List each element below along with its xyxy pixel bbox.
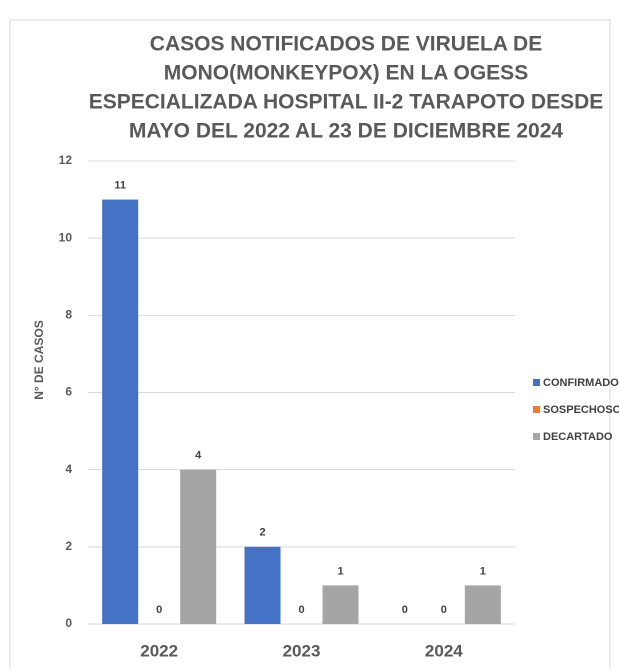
- chart-title: MONO(MONKEYPOX) EN LA OGESS: [164, 62, 528, 85]
- x-tick-label: 2022: [140, 641, 178, 660]
- y-tick-label: 4: [65, 462, 72, 476]
- chart-title: MAYO DEL 2022 AL 23 DE DICIEMBRE 2024: [129, 120, 563, 143]
- legend-swatch: [533, 379, 540, 386]
- y-tick-label: 0: [65, 616, 72, 630]
- y-axis-label: N° DE CASOS: [32, 320, 46, 399]
- x-tick-label: 2023: [283, 641, 321, 660]
- data-label: 1: [480, 565, 486, 577]
- data-label: 0: [402, 604, 408, 616]
- x-tick-label: 2024: [425, 641, 463, 660]
- chart-frame: [9, 19, 611, 669]
- legend-swatch: [533, 433, 540, 440]
- y-tick-label: 2: [65, 539, 72, 553]
- legend-swatch: [533, 406, 540, 413]
- data-label: 0: [298, 604, 304, 616]
- y-tick-label: 6: [65, 385, 72, 399]
- data-label: 2: [259, 527, 265, 539]
- legend-label: DECARTADO: [543, 431, 613, 443]
- chart-title: ESPECIALIZADA HOSPITAL II-2 TARAPOTO DES…: [89, 91, 604, 114]
- data-label: 0: [156, 604, 162, 616]
- y-tick-label: 8: [65, 308, 72, 322]
- bar: [244, 546, 281, 624]
- data-label: 4: [195, 450, 202, 462]
- legend-label: SOSPECHOSO: [543, 404, 619, 416]
- y-tick-label: 12: [59, 153, 73, 167]
- legend-label: CONFIRMADO: [543, 377, 619, 389]
- data-label: 11: [114, 179, 126, 191]
- bar: [322, 585, 359, 624]
- data-label: 0: [441, 604, 447, 616]
- data-label: 1: [337, 565, 343, 577]
- bar: [464, 585, 501, 624]
- chart-title: CASOS NOTIFICADOS DE VIRUELA DE: [150, 33, 542, 56]
- bar: [180, 469, 217, 624]
- y-tick-label: 10: [59, 230, 73, 244]
- bar: [102, 199, 139, 625]
